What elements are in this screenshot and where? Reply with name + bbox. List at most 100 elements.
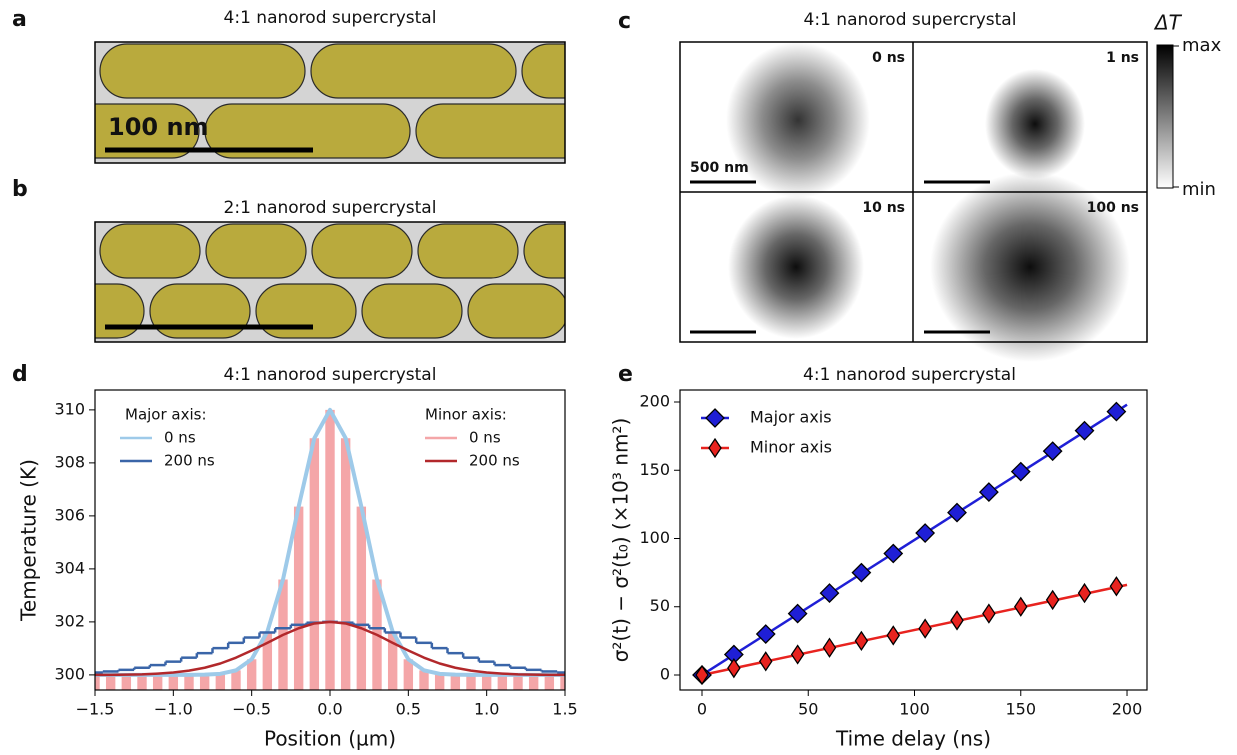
colorbar-max: max <box>1182 35 1222 56</box>
bar <box>513 674 523 690</box>
legend-marker <box>705 408 725 428</box>
marker <box>1042 441 1063 462</box>
panel-letter: d <box>12 362 28 387</box>
y-tick-label: 308 <box>54 452 85 471</box>
marker <box>851 562 872 583</box>
marker <box>883 543 904 564</box>
legend-label: 200 ns <box>469 452 520 470</box>
x-tick-label: 1.5 <box>552 700 577 719</box>
legend-label: Minor axis <box>750 438 832 457</box>
nanorod <box>574 284 674 338</box>
bar <box>481 674 492 690</box>
panel-letter: b <box>12 177 28 202</box>
plot-area <box>95 407 565 690</box>
panel-letter: a <box>12 7 27 32</box>
y-tick-label: 0 <box>660 664 670 683</box>
panel-letter: c <box>618 9 631 34</box>
x-tick-label: 0.5 <box>396 700 421 719</box>
nanorod <box>361 283 463 339</box>
legend-label: Major axis <box>750 408 832 427</box>
nanorod <box>0 44 94 98</box>
marker <box>886 625 901 646</box>
colorbar <box>1156 44 1174 189</box>
x-axis-label: Position (µm) <box>264 727 396 751</box>
legend-title: Major axis: <box>125 406 207 424</box>
marker <box>1010 461 1031 482</box>
marker <box>982 603 996 624</box>
nanorod <box>310 43 517 99</box>
marker <box>915 523 936 543</box>
bar <box>544 674 555 690</box>
x-tick-label: 0 <box>697 700 707 719</box>
bar <box>325 409 335 690</box>
marker <box>695 664 709 686</box>
legend-marker <box>708 437 722 459</box>
colorbar-min: min <box>1182 179 1216 200</box>
axes-frame <box>94 389 566 691</box>
marker <box>1074 420 1095 441</box>
bar <box>450 674 461 690</box>
marker <box>758 651 773 672</box>
bar <box>262 631 273 690</box>
y-tick-label: 300 <box>54 664 85 683</box>
y-tick-label: 50 <box>650 596 670 615</box>
marker <box>1013 596 1028 617</box>
bar <box>184 674 194 690</box>
nanorod <box>95 283 145 339</box>
heatmap-grid: 0 ns 1 ns 10 ns 100 ns 500 nm <box>679 41 1148 362</box>
bar <box>199 674 210 690</box>
marker <box>1109 576 1124 597</box>
legend-label: 200 ns <box>164 452 215 470</box>
heat-spot <box>930 172 1130 362</box>
marker <box>755 624 776 644</box>
bar <box>356 506 367 690</box>
marker <box>1045 589 1060 611</box>
marker <box>787 603 808 624</box>
x-tick-label: 50 <box>798 700 818 719</box>
legend-label: 0 ns <box>164 429 196 447</box>
nanorod <box>204 103 411 159</box>
heat-spot <box>985 69 1085 179</box>
y-axis-label: σ²(t) − σ²(t₀) (×10³ nm²) <box>609 418 633 663</box>
plots: 4:1 nanorod supercrystal −1.5 −1.0 −0.5 0.0 0… <box>17 365 1148 751</box>
panel-frame <box>94 41 566 164</box>
marker <box>918 618 932 639</box>
bar <box>168 674 179 690</box>
bar <box>231 670 241 690</box>
nanorod <box>523 223 565 279</box>
frame-time: 0 ns <box>872 50 905 66</box>
nanorods <box>0 43 565 159</box>
heat-spot <box>728 195 864 339</box>
nanorod <box>255 283 357 339</box>
scale-bar-label: 100 nm <box>108 113 209 141</box>
colorbar-label: ΔT <box>1153 11 1183 35</box>
x-tick-label: −0.5 <box>232 700 271 719</box>
frame-time: 10 ns <box>862 200 905 216</box>
panel-title: 4:1 nanorod supercrystal <box>804 10 1017 30</box>
bar <box>152 674 163 690</box>
line <box>95 620 565 677</box>
bar <box>309 438 320 690</box>
axes-frame <box>679 389 1148 691</box>
x-tick-label: 200 <box>1112 700 1143 719</box>
marker <box>790 644 805 665</box>
legend-title: Minor axis: <box>425 406 507 424</box>
x-tick-label: −1.5 <box>76 700 115 719</box>
marker <box>822 637 837 658</box>
x-tick-label: −1.0 <box>154 700 193 719</box>
chart-title: 4:1 nanorod supercrystal <box>803 365 1016 385</box>
scale-bar-label: 500 nm <box>690 160 749 176</box>
y-tick-label: 150 <box>639 460 670 479</box>
nanorod <box>149 283 251 339</box>
bar <box>246 659 257 690</box>
chart-title: 4:1 nanorod supercrystal <box>224 365 437 385</box>
y-axis-label: Temperature (K) <box>17 459 41 622</box>
x-tick-label: 150 <box>1005 700 1036 719</box>
y-tick-label: 100 <box>639 528 670 547</box>
x-axis-label: Time delay (ns) <box>835 727 991 751</box>
y-tick-label: 200 <box>639 392 670 411</box>
nanorod <box>521 43 565 99</box>
nanorod <box>205 223 307 279</box>
legend-label: 0 ns <box>469 429 501 447</box>
